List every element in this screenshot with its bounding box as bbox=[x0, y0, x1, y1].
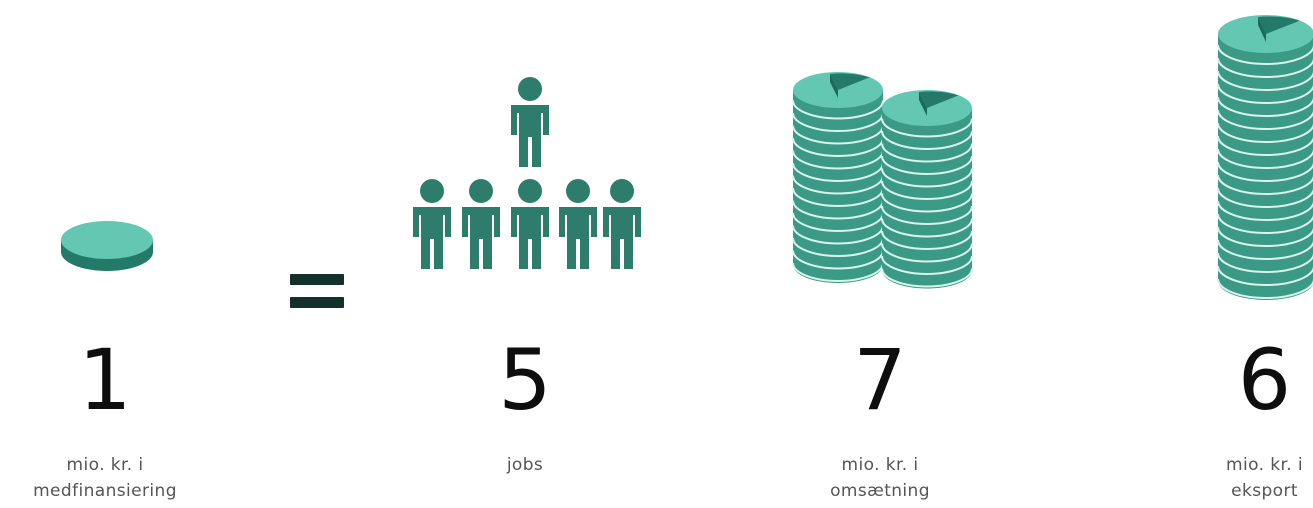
stat-number: 5 bbox=[498, 331, 552, 429]
person-icon bbox=[603, 179, 641, 269]
person-icon bbox=[511, 77, 549, 167]
stat-number: 7 bbox=[853, 331, 907, 429]
person-icon bbox=[462, 179, 500, 269]
coin-stack-icon bbox=[1200, 0, 1313, 330]
people-jobs-icon bbox=[400, 0, 650, 330]
stat-label: mio. kr. i eksport bbox=[1208, 452, 1313, 504]
stat-label: mio. kr. i medfinansiering bbox=[0, 452, 210, 504]
person-icon bbox=[559, 179, 597, 269]
person-icon bbox=[413, 179, 451, 269]
stat-label-line1: mio. kr. i bbox=[66, 455, 144, 475]
equals-icon bbox=[290, 274, 344, 320]
stat-eksport: 6 mio. kr. i eksport bbox=[1200, 0, 1313, 508]
stat-medfinansiering: 1 mio. kr. i medfinansiering bbox=[0, 0, 210, 508]
stat-label: jobs bbox=[400, 452, 650, 478]
stat-omsaetning: 7 mio. kr. i omsætning bbox=[770, 0, 990, 508]
person-icon bbox=[511, 179, 549, 269]
stat-number: 6 bbox=[1237, 331, 1292, 429]
coin-stack-left bbox=[792, 72, 884, 283]
coin-stack-tall bbox=[1217, 15, 1313, 300]
stat-number: 1 bbox=[78, 331, 132, 429]
stat-label-line2: eksport bbox=[1231, 481, 1298, 501]
stat-label: mio. kr. i omsætning bbox=[770, 452, 990, 504]
stat-label-line1: mio. kr. i bbox=[1226, 455, 1303, 475]
stat-label-line1: mio. kr. i bbox=[841, 455, 919, 475]
stat-label-line2: omsætning bbox=[830, 481, 930, 501]
stat-jobs: 5 jobs bbox=[400, 0, 650, 508]
stat-label-line2: medfinansiering bbox=[33, 481, 177, 501]
single-coin-icon bbox=[0, 0, 210, 330]
coin-stack-right bbox=[881, 90, 973, 289]
stat-label-line1: jobs bbox=[506, 455, 544, 475]
coin-stacks-icon bbox=[770, 0, 990, 330]
